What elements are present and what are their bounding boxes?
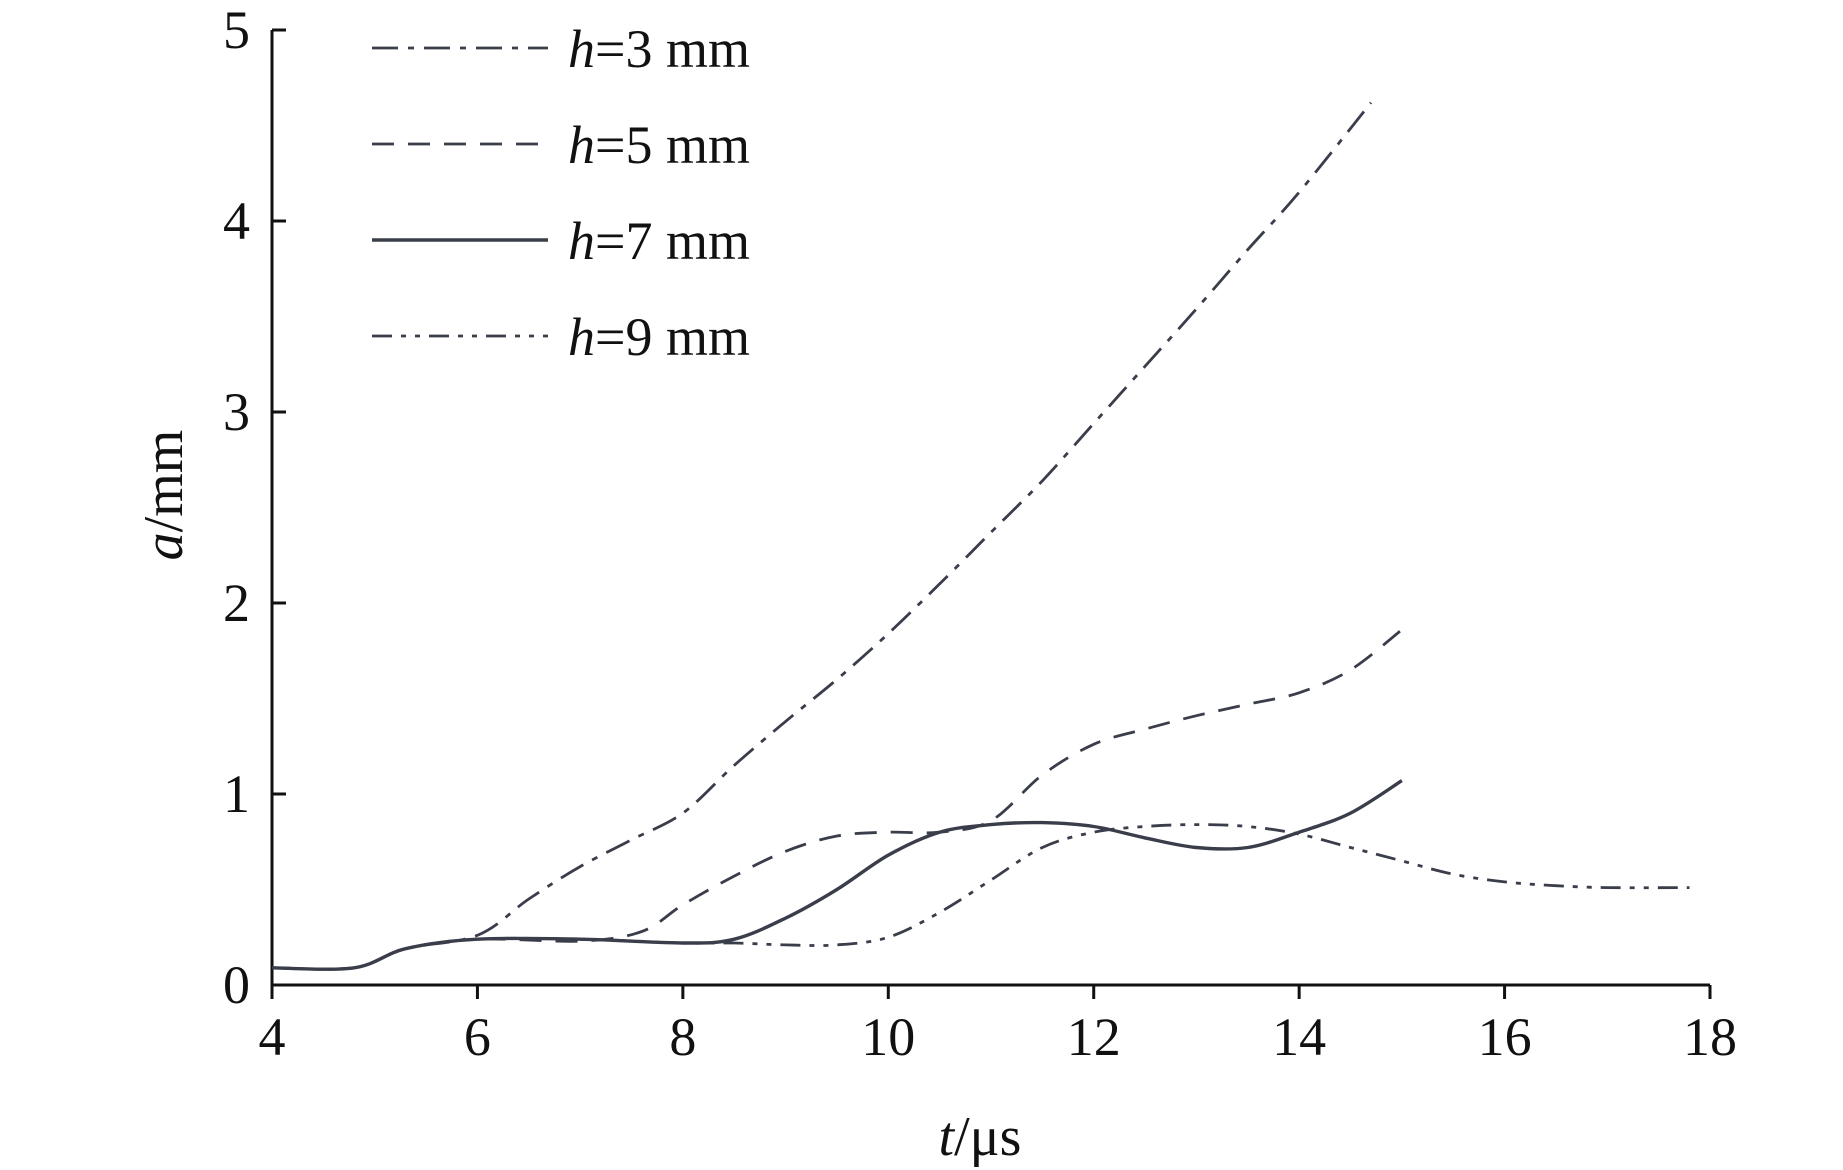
series-line-1 — [271, 101, 1373, 971]
y-tick-label: 1 — [223, 764, 250, 824]
x-axis-variable: t — [939, 1106, 956, 1168]
x-axis-title: t/μs — [939, 1106, 1022, 1168]
y-axis-ticks: 0 1 2 3 4 5 — [223, 0, 286, 1015]
x-axis-ticks: 4 6 8 10 12 14 16 18 — [259, 985, 1737, 1067]
legend: h=3 mmh=5 mmh=7 mmh=9 mm — [372, 19, 750, 367]
x-tick-label: 14 — [1272, 1007, 1326, 1067]
x-axis-unit: /μs — [954, 1106, 1021, 1168]
legend-label-1: h=3 mm — [568, 19, 750, 79]
legend-value: =9 mm — [595, 307, 750, 367]
series-line-2 — [271, 628, 1403, 971]
x-tick-label: 4 — [259, 1007, 286, 1067]
legend-variable: h — [568, 115, 595, 175]
series-line-3 — [271, 779, 1403, 971]
axes — [270, 30, 1710, 987]
x-tick-label: 16 — [1478, 1007, 1532, 1067]
y-axis-title: a/mm — [133, 430, 195, 561]
legend-variable: h — [568, 307, 595, 367]
legend-value: =5 mm — [595, 115, 750, 175]
legend-value: =3 mm — [595, 19, 750, 79]
y-tick-label: 3 — [223, 382, 250, 442]
x-tick-label: 10 — [861, 1007, 915, 1067]
series-layer — [271, 101, 1690, 971]
y-tick-label: 5 — [223, 0, 250, 60]
x-tick-label: 18 — [1683, 1007, 1737, 1067]
x-tick-label: 12 — [1067, 1007, 1121, 1067]
x-tick-label: 8 — [669, 1007, 696, 1067]
y-axis-unit: /mm — [133, 430, 195, 533]
y-tick-label: 2 — [223, 573, 250, 633]
series-line-4 — [271, 823, 1690, 971]
y-tick-label: 4 — [223, 191, 250, 251]
legend-variable: h — [568, 19, 595, 79]
legend-label-4: h=9 mm — [568, 307, 750, 367]
legend-variable: h — [568, 211, 595, 271]
y-tick-label: 0 — [223, 955, 250, 1015]
legend-value: =7 mm — [595, 211, 750, 271]
legend-label-2: h=5 mm — [568, 115, 750, 175]
x-tick-label: 6 — [464, 1007, 491, 1067]
y-axis-variable: a — [133, 532, 195, 560]
legend-label-3: h=7 mm — [568, 211, 750, 271]
